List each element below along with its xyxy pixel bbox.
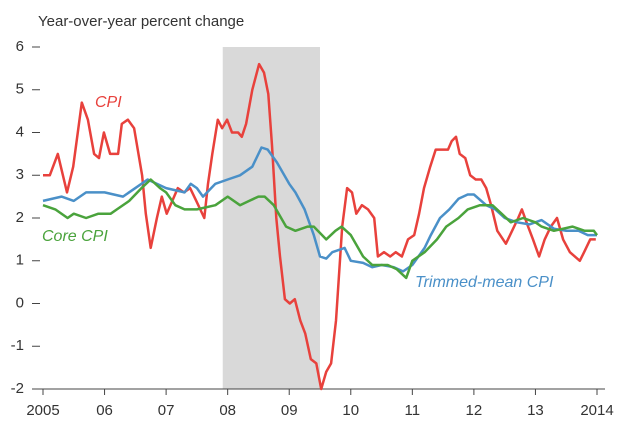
- y-tick-label: 2: [16, 209, 24, 226]
- x-tick-label: 12: [466, 402, 483, 419]
- x-tick-label: 11: [405, 402, 421, 419]
- series-label: Core CPI: [42, 228, 108, 245]
- y-tick-label: -1: [11, 337, 24, 354]
- x-tick-label: 10: [342, 402, 359, 419]
- y-tick-label: 1: [16, 252, 24, 269]
- series-label: Trimmed-mean CPI: [415, 274, 554, 291]
- y-tick-label: 4: [16, 123, 24, 140]
- y-tick-label: 3: [16, 166, 24, 183]
- y-tick-label: 6: [16, 38, 24, 55]
- y-tick-label: 0: [16, 294, 24, 311]
- x-tick-label: 2005: [26, 402, 59, 419]
- x-tick-label: 08: [219, 402, 236, 419]
- series-line: [43, 62, 596, 391]
- chart-title: Year-over-year percent change: [38, 13, 244, 30]
- x-tick-label: 09: [281, 402, 298, 419]
- y-tick-label: -2: [11, 380, 24, 397]
- series-line: [42, 178, 599, 280]
- x-tick-label: 06: [96, 402, 113, 419]
- series-label: CPI: [95, 94, 122, 111]
- x-tick-label: 13: [527, 402, 544, 419]
- x-tick-label: 07: [158, 402, 175, 419]
- x-tick-label: 2014: [580, 402, 613, 419]
- y-tick-label: 5: [16, 81, 24, 98]
